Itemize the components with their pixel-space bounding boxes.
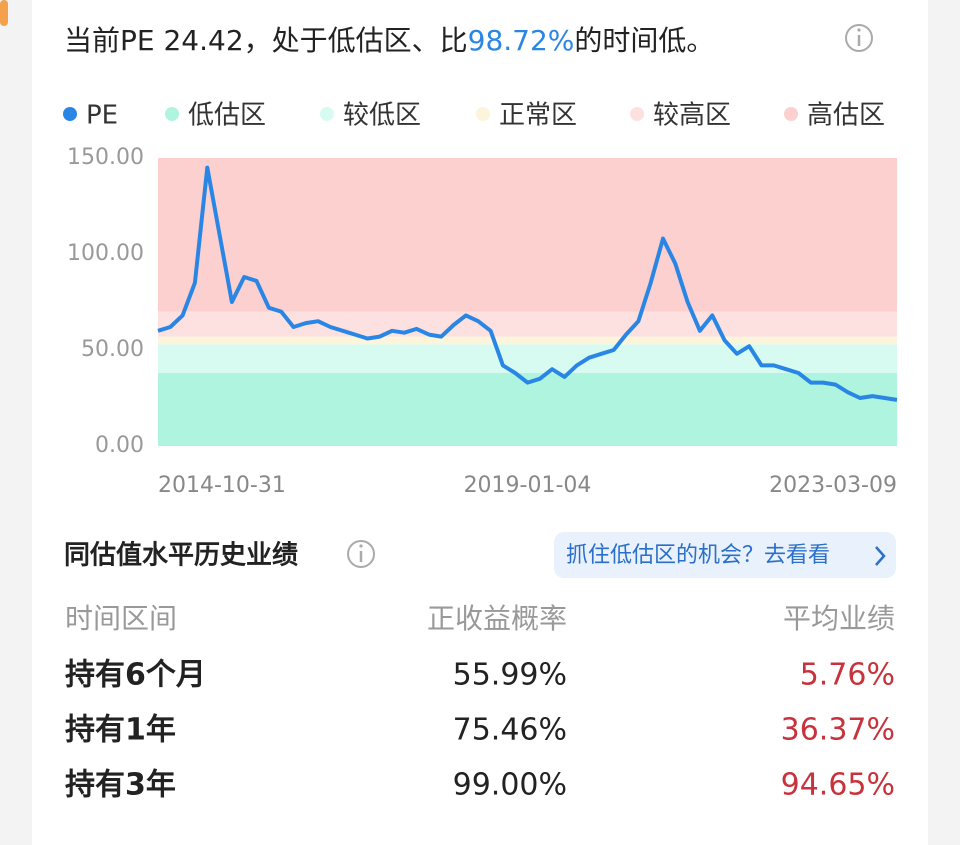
legend-dot — [320, 107, 334, 121]
y-tick-label: 100.00 — [67, 241, 144, 266]
zone-band — [158, 373, 897, 446]
legend-dot — [630, 107, 644, 121]
chevron — [875, 546, 886, 566]
legend-label: 较高区 — [653, 101, 731, 131]
table-cell: 99.00% — [453, 768, 567, 803]
icon-dot — [857, 28, 861, 32]
legend-label: PE — [86, 101, 118, 131]
info-icon[interactable] — [347, 540, 375, 568]
legend-dot — [784, 107, 798, 121]
info-icon[interactable] — [845, 24, 873, 52]
legend-label: 较低区 — [343, 101, 421, 131]
x-tick-label: 2023-03-09 — [769, 473, 897, 498]
pe-line — [157, 165, 898, 402]
title-text: 当前PE 24.42，处于低估区、比 — [64, 24, 468, 57]
icon-dot — [359, 544, 363, 548]
table-cell: 94.65% — [781, 768, 895, 803]
legend-label: 低估区 — [188, 101, 266, 131]
legend-label: 高估区 — [807, 101, 885, 131]
table-header: 平均业绩 — [783, 602, 895, 635]
zone-band — [158, 158, 897, 312]
icon-circle — [347, 540, 375, 568]
table-cell: 持有1年 — [65, 713, 176, 748]
y-tick-label: 150.00 — [67, 145, 144, 170]
zone-band — [158, 344, 897, 374]
side-tab — [0, 0, 8, 26]
x-tick-label: 2019-01-04 — [464, 473, 592, 498]
legend-dot — [63, 107, 77, 121]
legend-dot — [165, 107, 179, 121]
y-tick-label: 0.00 — [95, 433, 144, 458]
y-tick-label: 50.00 — [81, 337, 144, 362]
link-button[interactable]: 抓住低估区的机会？去看看 — [554, 532, 896, 578]
table-cell: 55.99% — [453, 658, 567, 693]
table-header: 正收益概率 — [427, 602, 567, 635]
chart: PE 低估区 较低区 正常区 较高区 高估区 0.00 50.00 100.00 150.00 20… — [63, 101, 898, 498]
title-highlight: 98.72% — [468, 24, 575, 57]
section-title: 同估值水平历史业绩 — [64, 541, 298, 571]
link-text: 抓住低估区的机会？去看看 — [566, 543, 830, 568]
title-text: 的时间低。 — [574, 24, 714, 57]
zone-band — [158, 311, 897, 337]
table-cell: 持有3年 — [65, 768, 176, 803]
table-cell: 持有6个月 — [65, 658, 206, 693]
zone-band — [158, 336, 897, 345]
link-bg — [554, 532, 896, 578]
legend-label: 正常区 — [499, 101, 577, 131]
table-header: 时间区间 — [65, 602, 177, 635]
icon-circle — [845, 24, 873, 52]
table-cell: 5.76% — [800, 658, 895, 693]
table-cell: 75.46% — [453, 713, 567, 748]
page-title: 当前PE 24.42，处于低估区、比98.72%的时间低。 — [64, 24, 714, 57]
x-tick-label: 2014-10-31 — [158, 473, 286, 498]
table-cell: 36.37% — [781, 713, 895, 748]
legend-dot — [476, 107, 490, 121]
